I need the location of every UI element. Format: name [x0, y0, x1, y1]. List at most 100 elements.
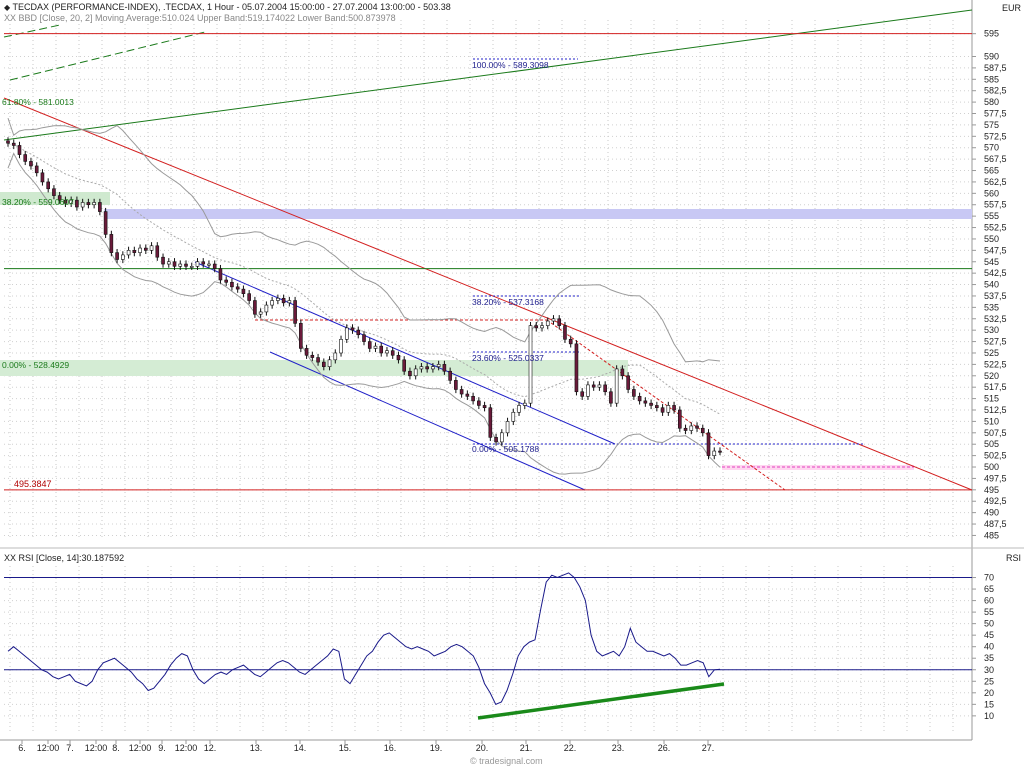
candle: [683, 424, 688, 435]
candle: [643, 397, 648, 407]
candle: [344, 324, 349, 343]
price-tick-label: 497,5: [984, 473, 1007, 483]
candle-body: [304, 348, 309, 356]
candle-body: [115, 252, 119, 260]
candle: [264, 301, 269, 316]
candle: [396, 351, 401, 364]
candle: [695, 422, 699, 432]
candle-body: [494, 437, 498, 443]
bbd-legend: XX BBD [Close, 20, 2] Moving Average:510…: [4, 13, 396, 23]
rsi-tick-label: 55: [984, 607, 994, 617]
candle-body: [121, 254, 125, 260]
candle-body: [184, 263, 188, 267]
candle: [522, 399, 527, 410]
candle: [454, 376, 458, 394]
candle: [75, 196, 79, 211]
candle-body: [212, 263, 217, 269]
candle: [637, 392, 642, 405]
candle: [373, 342, 378, 353]
fib-label-b-2: 0.00% - 505.1788: [472, 444, 539, 454]
candle-body: [178, 263, 183, 267]
candle: [362, 331, 366, 346]
candle-body: [132, 250, 137, 253]
price-tick-label: 535: [984, 302, 999, 312]
candle-body: [373, 345, 378, 349]
candle-body: [367, 341, 372, 349]
candle: [23, 150, 28, 166]
candle-body: [224, 279, 228, 283]
rsi-line: [7, 572, 721, 705]
candle-body: [385, 350, 389, 354]
candle-body: [683, 427, 688, 431]
price-tick-label: 487,5: [984, 519, 1007, 529]
price-tick-label: 500: [984, 462, 999, 472]
candle: [557, 315, 562, 330]
fib-label-b-1: 23.60% - 525.0337: [472, 353, 544, 363]
candle: [551, 315, 556, 325]
rsi-unit-label: RSI: [1006, 553, 1022, 563]
price-tick-label: 555: [984, 211, 999, 221]
candle: [436, 360, 441, 371]
rsi-tick-label: 30: [984, 665, 994, 675]
chart-title: ◆ TECDAX (PERFORMANCE-INDEX), .TECDAX, 1…: [4, 2, 451, 12]
candle-body: [402, 359, 406, 372]
candle-body: [637, 396, 642, 402]
horizontal-levels: 495.3847: [4, 33, 972, 491]
candle-body: [69, 199, 73, 204]
candle: [511, 408, 516, 426]
candle-body: [350, 327, 355, 331]
candle: [57, 191, 62, 204]
candle-body: [6, 140, 10, 144]
candle: [442, 360, 447, 375]
green-dashed-trend-1: [3, 24, 61, 38]
candle-body: [241, 288, 246, 294]
candle-body: [557, 318, 562, 326]
candle: [310, 351, 315, 362]
candle: [161, 253, 165, 268]
candle-body: [126, 250, 131, 256]
candle: [402, 356, 406, 375]
candle: [115, 248, 119, 264]
candle-body: [316, 357, 320, 363]
candle: [172, 258, 177, 270]
candle-body: [620, 368, 625, 377]
candle: [224, 276, 228, 286]
candle-body: [379, 345, 384, 354]
bollinger-lower-band: [7, 152, 721, 475]
candle: [63, 196, 68, 208]
price-tick-label: 557,5: [984, 200, 1007, 210]
candle-body: [98, 202, 102, 212]
candle: [201, 258, 206, 268]
rsi-tick-label: 70: [984, 573, 994, 583]
candle-body: [258, 311, 263, 315]
candle: [390, 347, 395, 359]
candle: [465, 390, 470, 400]
time-tick-label: 26.: [658, 743, 671, 753]
candle: [379, 342, 384, 357]
price-tick-label: 572,5: [984, 131, 1007, 141]
candle-body: [454, 380, 458, 390]
bollinger-bands: [7, 117, 721, 475]
candle-body: [482, 405, 487, 409]
time-tick-label: 20.: [476, 743, 489, 753]
price-tick-label: 507,5: [984, 428, 1007, 438]
candle-body: [718, 450, 722, 453]
price-tick-label: 537,5: [984, 291, 1007, 301]
candle: [568, 335, 573, 348]
candle-body: [626, 375, 630, 390]
candle: [448, 367, 452, 384]
candle-body: [201, 261, 206, 265]
candle-body: [419, 366, 424, 370]
candle: [184, 260, 188, 270]
candle-body: [247, 293, 251, 301]
candle-body: [293, 300, 297, 324]
candle-body: [471, 396, 475, 402]
price-tick-label: 595: [984, 29, 999, 39]
candle: [603, 381, 607, 396]
price-tick-label: 515: [984, 394, 999, 404]
candle: [614, 365, 619, 407]
bollinger-upper-band: [7, 117, 721, 363]
time-tick-label: 27.: [702, 743, 715, 753]
candle: [144, 244, 148, 254]
price-tick-label: 582,5: [984, 86, 1007, 96]
